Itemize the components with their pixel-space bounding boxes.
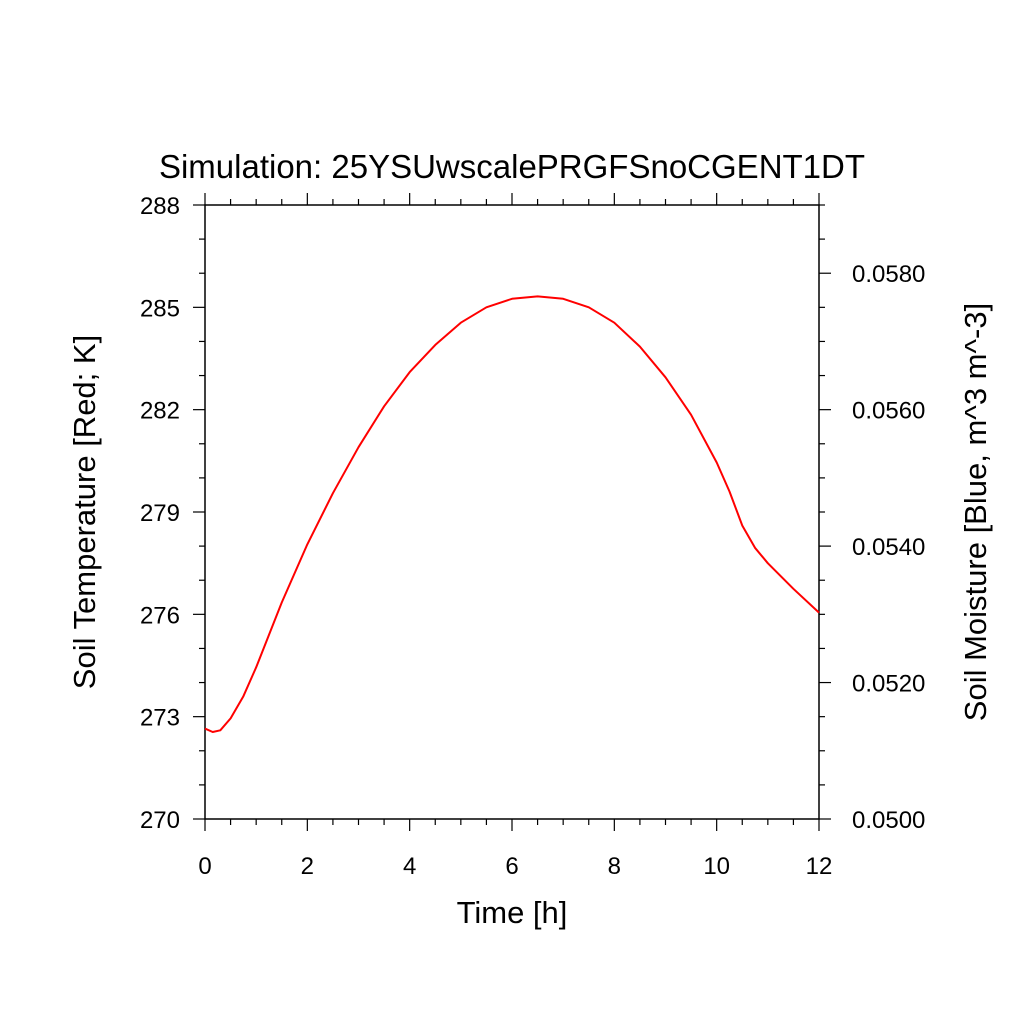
series-line-0 — [204, 295, 820, 733]
y-tick-label: 276 — [140, 602, 180, 629]
series-layer — [204, 295, 820, 733]
y2-tick-label: 0.0580 — [852, 261, 925, 288]
y-tick-label: 270 — [140, 807, 180, 834]
y-axis-right: 0.0500 0.0520 0.0540 0.0560 0.0580 — [819, 204, 925, 834]
x-tick-label: 0 — [198, 853, 211, 880]
y-tick-label: 285 — [140, 295, 180, 322]
x-tick-label: 4 — [403, 853, 416, 880]
y-axis-left: 270 273 276 279 282 285 288 — [140, 193, 205, 834]
y2-tick-label: 0.0540 — [852, 534, 925, 561]
y-axis-label: Soil Temperature [Red; K] — [67, 335, 102, 689]
x-tick-label: 2 — [301, 853, 314, 880]
x-axis: 0 2 4 6 8 10 12 — [198, 193, 832, 880]
y2-tick-label: 0.0500 — [852, 807, 925, 834]
y2-tick-label: 0.0520 — [852, 671, 925, 698]
plot-frame — [204, 204, 820, 820]
x-tick-label: 10 — [703, 853, 730, 880]
y2-axis-label: Soil Moisture [Blue, m^3 m^-3] — [958, 303, 993, 721]
x-tick-label: 12 — [806, 853, 833, 880]
y-tick-label: 279 — [140, 500, 180, 527]
x-tick-label: 8 — [608, 853, 621, 880]
y-tick-label: 282 — [140, 398, 180, 425]
chart-title: Simulation: 25YSUwscalePRGFSnoCGENT1DT — [159, 148, 865, 185]
x-axis-label: Time [h] — [457, 895, 568, 930]
x-tick-label: 6 — [505, 853, 518, 880]
y2-tick-label: 0.0560 — [852, 398, 925, 425]
y-tick-label: 273 — [140, 705, 180, 732]
y-tick-label: 288 — [140, 193, 180, 220]
